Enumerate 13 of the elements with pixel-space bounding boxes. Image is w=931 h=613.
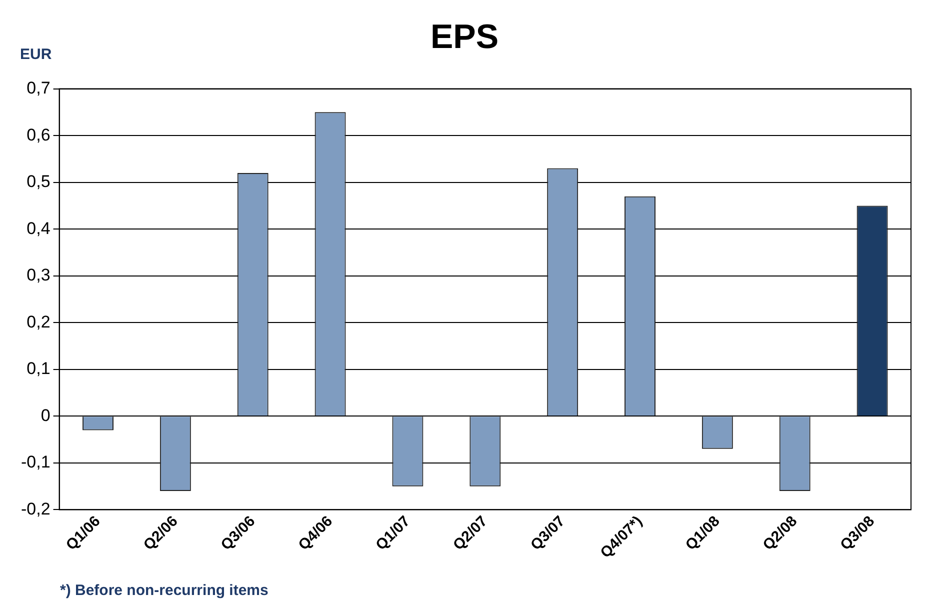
y-tick-label: 0,1	[26, 359, 50, 378]
y-axis-title: EUR	[20, 46, 52, 63]
y-tick-label: 0,3	[26, 266, 50, 285]
chart-title: EPS	[430, 18, 499, 56]
text: *) Before non-recurring items	[60, 582, 268, 599]
y-tick-label: -0,1	[20, 452, 50, 472]
y-tick-label: 0,4	[26, 218, 50, 238]
y-tick-label: 0,7	[26, 78, 50, 98]
y-tick-label: -0,2	[20, 499, 50, 518]
y-tick-label: 0,6	[26, 125, 50, 144]
y-tick-label: 0,2	[26, 312, 50, 332]
y-tick-label: 0	[40, 406, 50, 425]
y-tick-label: 0,5	[26, 172, 50, 192]
